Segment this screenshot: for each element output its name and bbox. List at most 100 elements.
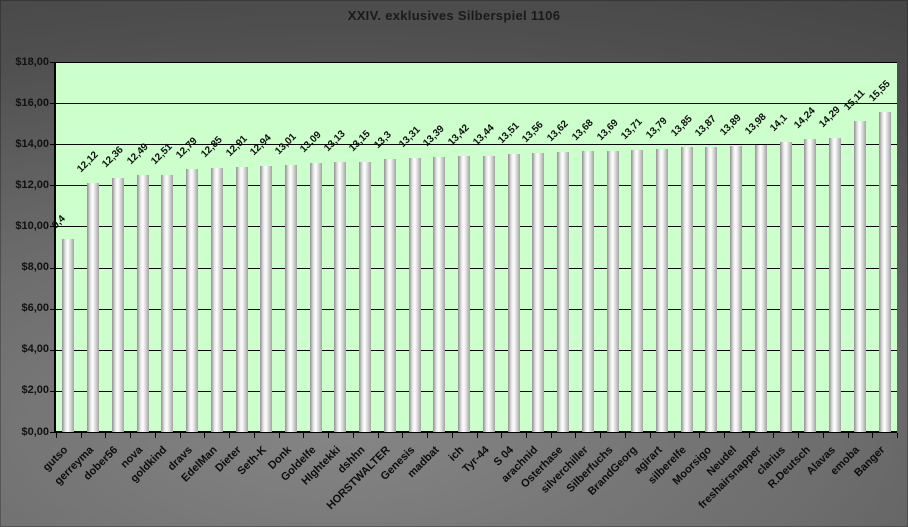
- x-axis-tick: [352, 433, 354, 438]
- y-tick-label: $10,00: [15, 219, 49, 232]
- y-axis-tick: [50, 62, 56, 63]
- x-axis-tick: [501, 433, 503, 438]
- x-axis-tick: [649, 433, 651, 438]
- bar: [532, 153, 545, 432]
- x-axis-tick: [674, 433, 676, 438]
- bar: [482, 155, 495, 432]
- chart-title: XXIV. exklusives Silberspiel 1106: [347, 8, 561, 23]
- y-tick-label: $4,00: [21, 343, 49, 356]
- bar: [804, 139, 817, 432]
- y-axis-tick: [50, 103, 56, 105]
- bar: [458, 156, 471, 432]
- x-axis-tick: [105, 433, 107, 438]
- bar: [383, 158, 396, 432]
- gridline: [56, 349, 897, 351]
- x-axis-tick: [525, 433, 527, 438]
- x-axis-tick: [56, 433, 57, 438]
- x-axis-tick: [229, 433, 231, 438]
- y-tick-label: $0,00: [21, 425, 49, 438]
- y-axis-tick: [50, 432, 56, 433]
- bar: [161, 174, 174, 432]
- y-axis-tick: [50, 349, 56, 351]
- x-axis-tick: [699, 433, 701, 438]
- x-axis-tick: [253, 433, 255, 438]
- x-axis-tick: [847, 433, 849, 438]
- y-tick-label: $14,00: [15, 137, 49, 150]
- x-axis-tick: [822, 433, 824, 438]
- y-axis-tick: [50, 308, 56, 310]
- bar: [507, 154, 520, 432]
- x-axis-tick: [897, 433, 898, 438]
- x-axis-tick: [154, 433, 156, 438]
- x-axis-tick: [773, 433, 775, 438]
- bar: [606, 150, 619, 432]
- bar: [631, 150, 644, 432]
- y-axis-tick: [50, 267, 56, 269]
- bar: [730, 146, 743, 432]
- x-axis-tick: [798, 433, 800, 438]
- y-tick-label: $8,00: [21, 261, 49, 274]
- bar: [186, 169, 199, 432]
- x-axis-tick: [600, 433, 602, 438]
- bar: [754, 144, 767, 432]
- gridline: [56, 390, 897, 392]
- bar: [557, 152, 570, 432]
- x-axis-tick: [303, 433, 305, 438]
- x-axis-tick: [427, 433, 429, 438]
- bar: [359, 161, 372, 432]
- bar: [853, 121, 866, 432]
- plot-area: [54, 62, 897, 433]
- gridline: [56, 103, 897, 105]
- y-axis-tick: [50, 185, 56, 187]
- x-axis-tick: [80, 433, 82, 438]
- y-tick-label: $6,00: [21, 302, 49, 315]
- y-tick-label: $18,00: [15, 55, 49, 68]
- category-label: ich: [446, 444, 467, 464]
- bar: [408, 158, 421, 432]
- bar: [581, 150, 594, 432]
- x-axis-tick: [278, 433, 280, 438]
- bar: [680, 147, 693, 432]
- x-axis-tick: [204, 433, 206, 438]
- bar: [284, 164, 297, 432]
- bar: [136, 175, 149, 432]
- bar: [334, 162, 347, 432]
- bar: [433, 156, 446, 432]
- gridline: [56, 308, 897, 310]
- gridline: [56, 185, 897, 187]
- gridline: [56, 267, 897, 269]
- gridline: [56, 226, 897, 228]
- x-axis-tick: [624, 433, 626, 438]
- x-axis-tick: [451, 433, 453, 438]
- bar: [878, 112, 891, 432]
- bar: [235, 166, 248, 432]
- x-axis-tick: [402, 433, 404, 438]
- y-axis-tick: [50, 226, 56, 228]
- category-label: Tyr-44: [460, 444, 492, 476]
- gridline: [56, 62, 897, 63]
- bar: [705, 146, 718, 432]
- bar: [62, 238, 75, 432]
- x-axis-tick: [476, 433, 478, 438]
- gridline: [56, 144, 897, 146]
- y-tick-label: $12,00: [15, 178, 49, 191]
- x-axis-tick: [872, 433, 874, 438]
- x-axis-tick: [130, 433, 132, 438]
- y-tick-label: $2,00: [21, 384, 49, 397]
- x-axis-tick: [723, 433, 725, 438]
- x-axis-tick: [748, 433, 750, 438]
- y-axis-tick: [50, 390, 56, 392]
- y-axis-tick: [50, 144, 56, 146]
- bar: [309, 162, 322, 432]
- bar: [260, 166, 273, 432]
- x-axis-tick: [377, 433, 379, 438]
- bar: [87, 182, 100, 432]
- bar: [111, 177, 124, 432]
- x-axis-tick: [179, 433, 181, 438]
- x-axis-tick: [550, 433, 552, 438]
- bar: [779, 142, 792, 432]
- x-axis-tick: [575, 433, 577, 438]
- bar: [210, 167, 223, 432]
- x-axis-tick: [328, 433, 330, 438]
